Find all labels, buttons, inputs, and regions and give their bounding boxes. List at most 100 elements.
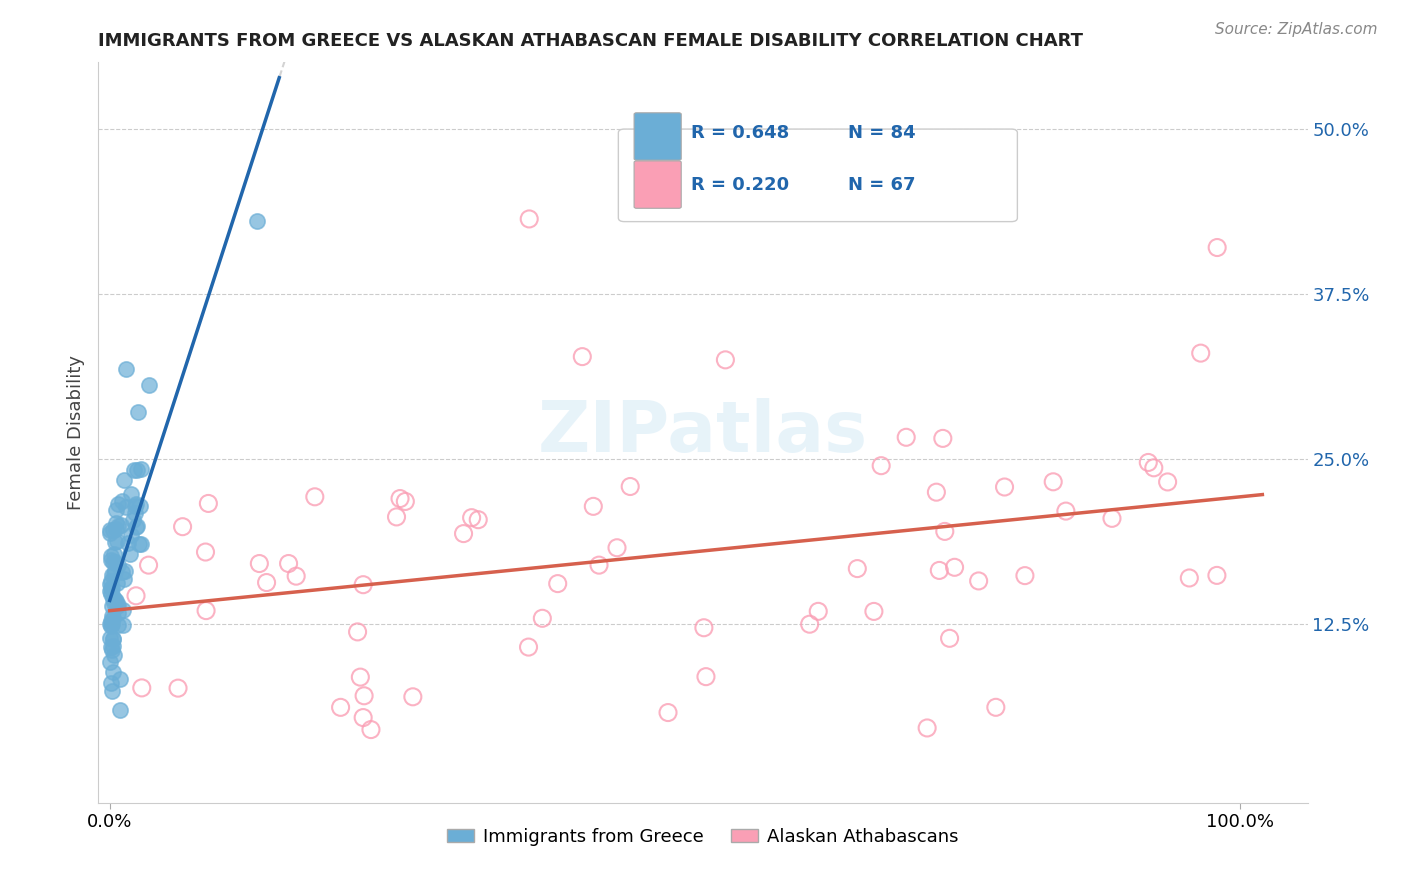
Point xyxy=(100,552,122,566)
Point xyxy=(117,536,139,550)
Point xyxy=(197,496,219,510)
Point xyxy=(277,557,299,571)
Point xyxy=(104,592,127,607)
Point xyxy=(103,547,125,561)
FancyBboxPatch shape xyxy=(619,129,1018,221)
Text: N = 84: N = 84 xyxy=(848,124,915,142)
Point xyxy=(111,494,134,508)
Point xyxy=(385,509,408,524)
Point xyxy=(105,522,128,536)
Point xyxy=(101,632,124,646)
Point xyxy=(129,499,152,513)
FancyBboxPatch shape xyxy=(634,161,682,209)
Point xyxy=(1178,571,1201,585)
Point xyxy=(98,577,121,591)
Point xyxy=(517,211,540,226)
Point xyxy=(1206,240,1229,255)
Point xyxy=(1042,475,1064,489)
Point xyxy=(984,700,1007,714)
Point xyxy=(256,575,278,590)
Point xyxy=(1101,511,1123,525)
Point xyxy=(101,523,124,537)
Point xyxy=(453,526,475,541)
Point xyxy=(329,700,352,714)
Point xyxy=(125,463,148,477)
Text: IMMIGRANTS FROM GREECE VS ALASKAN ATHABASCAN FEMALE DISABILITY CORRELATION CHART: IMMIGRANTS FROM GREECE VS ALASKAN ATHABA… xyxy=(98,32,1084,50)
Point xyxy=(107,519,129,533)
Point xyxy=(107,598,129,612)
Point xyxy=(360,723,382,737)
Point xyxy=(103,611,125,625)
Point xyxy=(863,604,886,618)
Point xyxy=(571,350,593,364)
Point xyxy=(349,670,371,684)
Point xyxy=(247,557,270,571)
Text: R = 0.648: R = 0.648 xyxy=(690,124,789,142)
Point xyxy=(714,352,737,367)
Point xyxy=(928,563,950,577)
Point xyxy=(101,632,124,647)
Legend: Immigrants from Greece, Alaskan Athabascans: Immigrants from Greece, Alaskan Athabasc… xyxy=(440,821,966,853)
Point xyxy=(107,618,129,632)
Point xyxy=(127,405,149,419)
Point xyxy=(108,703,131,717)
Point xyxy=(98,616,121,631)
Point xyxy=(131,681,153,695)
Point xyxy=(934,524,956,539)
Point xyxy=(346,624,368,639)
Point xyxy=(105,599,128,614)
Point xyxy=(896,430,918,444)
Point xyxy=(101,640,124,654)
Point xyxy=(100,684,122,698)
Point xyxy=(389,491,412,506)
Point xyxy=(115,362,138,376)
Point xyxy=(98,632,121,646)
Point xyxy=(915,721,938,735)
Point xyxy=(1137,455,1160,469)
Point xyxy=(138,377,160,392)
Point xyxy=(531,611,554,625)
Point xyxy=(98,584,121,599)
FancyBboxPatch shape xyxy=(634,112,682,161)
Point xyxy=(105,516,128,531)
Point xyxy=(1206,568,1229,582)
Point xyxy=(111,617,134,632)
Point xyxy=(107,558,129,572)
Point xyxy=(547,576,569,591)
Y-axis label: Female Disability: Female Disability xyxy=(66,355,84,510)
Point xyxy=(846,561,869,575)
Point xyxy=(138,558,160,573)
Point xyxy=(967,574,990,588)
Point xyxy=(517,640,540,654)
Point xyxy=(131,462,153,476)
Point xyxy=(105,534,128,549)
Point xyxy=(799,617,821,632)
Point xyxy=(129,537,152,551)
Point xyxy=(110,517,132,532)
Text: R = 0.220: R = 0.220 xyxy=(690,176,789,194)
Point xyxy=(195,604,218,618)
Point xyxy=(111,565,134,579)
Point xyxy=(353,689,375,703)
Point xyxy=(467,513,489,527)
Point xyxy=(100,525,122,540)
Point xyxy=(105,502,128,516)
Point xyxy=(925,485,948,500)
Point xyxy=(121,513,143,527)
Point xyxy=(108,672,131,686)
Point xyxy=(932,431,955,445)
Point xyxy=(1014,568,1036,582)
Point xyxy=(104,564,127,578)
Point xyxy=(870,458,893,473)
Point xyxy=(100,619,122,633)
Point xyxy=(122,463,145,477)
Point xyxy=(938,632,960,646)
Point xyxy=(1143,460,1166,475)
Point xyxy=(993,480,1015,494)
Point xyxy=(1054,504,1077,518)
Point xyxy=(194,545,217,559)
Point xyxy=(101,591,124,606)
Point xyxy=(100,549,122,563)
Point xyxy=(100,568,122,582)
Point xyxy=(100,608,122,623)
